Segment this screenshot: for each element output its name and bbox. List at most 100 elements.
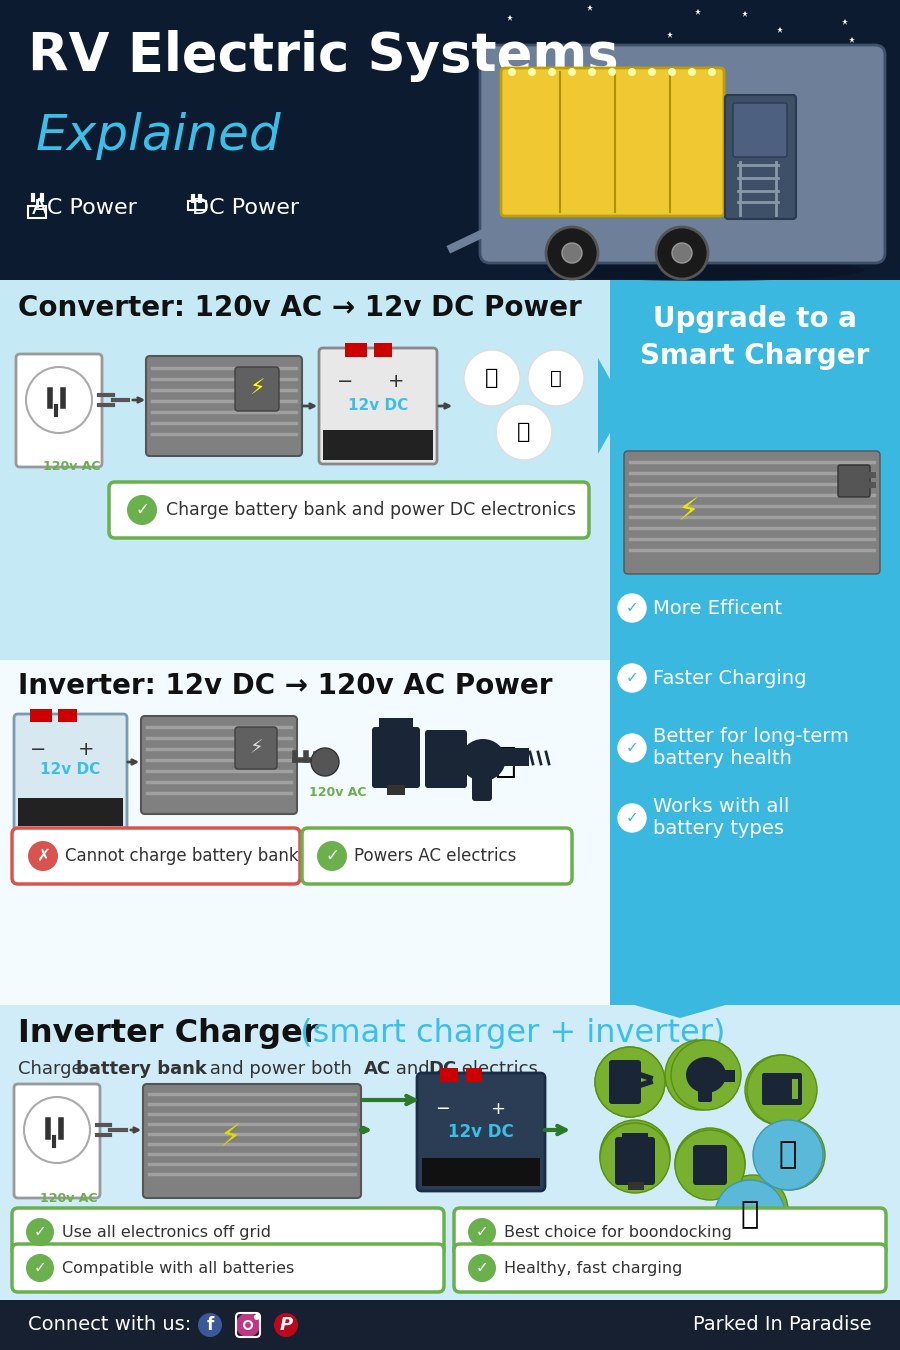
Text: ✓: ✓ xyxy=(135,501,148,518)
FancyBboxPatch shape xyxy=(609,1060,641,1104)
Circle shape xyxy=(675,1130,745,1200)
Text: 12v DC: 12v DC xyxy=(40,763,100,778)
Bar xyxy=(379,718,413,732)
Bar xyxy=(868,472,876,478)
FancyBboxPatch shape xyxy=(16,354,102,467)
FancyBboxPatch shape xyxy=(733,103,787,157)
Bar xyxy=(546,248,598,258)
Bar xyxy=(28,207,46,217)
Bar xyxy=(715,1071,735,1081)
Text: 120v AC: 120v AC xyxy=(40,1192,97,1206)
FancyBboxPatch shape xyxy=(319,348,437,464)
Text: Converter: 120v AC → 12v DC Power: Converter: 120v AC → 12v DC Power xyxy=(18,294,581,323)
Circle shape xyxy=(26,1218,54,1246)
FancyBboxPatch shape xyxy=(12,1208,444,1256)
Text: −: − xyxy=(30,740,47,759)
Bar xyxy=(656,248,708,258)
Text: Powers AC electrics: Powers AC electrics xyxy=(354,846,517,865)
Circle shape xyxy=(528,68,536,76)
Bar xyxy=(422,1158,540,1187)
FancyBboxPatch shape xyxy=(693,1145,727,1185)
Text: and power both: and power both xyxy=(204,1060,357,1079)
Text: More Efficent: More Efficent xyxy=(653,598,782,617)
FancyBboxPatch shape xyxy=(372,728,420,788)
FancyBboxPatch shape xyxy=(235,367,279,410)
Bar xyxy=(345,343,367,356)
Bar xyxy=(0,279,610,660)
Text: ⚡: ⚡ xyxy=(249,379,265,400)
Circle shape xyxy=(546,227,598,279)
Text: P: P xyxy=(279,1316,292,1334)
Bar xyxy=(501,748,529,765)
Text: ⚡: ⚡ xyxy=(249,738,263,757)
Text: 💨: 💨 xyxy=(494,745,516,779)
Text: 120v AC: 120v AC xyxy=(310,786,367,799)
Text: Connect with us:: Connect with us: xyxy=(28,1315,191,1335)
Bar xyxy=(374,343,392,356)
Text: Cannot charge battery bank: Cannot charge battery bank xyxy=(65,846,299,865)
FancyBboxPatch shape xyxy=(425,730,467,788)
Circle shape xyxy=(668,68,676,76)
Text: Better for long-term
battery health: Better for long-term battery health xyxy=(653,728,849,768)
Text: Inverter Charger: Inverter Charger xyxy=(18,1018,319,1049)
Text: −: − xyxy=(435,1100,450,1118)
Circle shape xyxy=(28,841,58,871)
Bar xyxy=(0,1300,900,1350)
Text: +: + xyxy=(490,1100,505,1118)
Text: ⚡: ⚡ xyxy=(678,498,698,526)
Ellipse shape xyxy=(686,1057,726,1094)
Text: battery bank: battery bank xyxy=(76,1060,207,1079)
Text: Best choice for boondocking: Best choice for boondocking xyxy=(504,1224,732,1239)
FancyBboxPatch shape xyxy=(454,1243,886,1292)
Circle shape xyxy=(468,1218,496,1246)
Circle shape xyxy=(236,1314,260,1336)
Text: ✓: ✓ xyxy=(33,1224,47,1239)
Text: 💡: 💡 xyxy=(485,369,499,387)
Circle shape xyxy=(254,1314,260,1320)
Bar xyxy=(610,990,900,1004)
Polygon shape xyxy=(610,998,750,1018)
Text: Compatible with all batteries: Compatible with all batteries xyxy=(62,1261,294,1276)
Circle shape xyxy=(665,1040,735,1110)
Text: Charge: Charge xyxy=(18,1060,88,1079)
FancyBboxPatch shape xyxy=(12,1243,444,1292)
Circle shape xyxy=(24,1098,90,1162)
Text: DC Power: DC Power xyxy=(192,198,299,217)
FancyBboxPatch shape xyxy=(454,1208,886,1256)
Bar xyxy=(188,201,206,211)
Text: 📱: 📱 xyxy=(518,423,531,441)
Polygon shape xyxy=(598,358,625,454)
Bar xyxy=(628,1183,644,1189)
Text: ✓: ✓ xyxy=(626,601,638,616)
Circle shape xyxy=(496,404,552,460)
FancyBboxPatch shape xyxy=(472,767,492,801)
Circle shape xyxy=(198,1314,222,1336)
FancyBboxPatch shape xyxy=(417,1073,545,1191)
Circle shape xyxy=(618,734,646,761)
FancyBboxPatch shape xyxy=(698,1080,712,1102)
Bar xyxy=(610,279,900,1004)
Circle shape xyxy=(595,1048,665,1116)
Circle shape xyxy=(618,805,646,832)
Circle shape xyxy=(562,243,582,263)
FancyBboxPatch shape xyxy=(141,716,297,814)
Circle shape xyxy=(628,68,636,76)
Text: Charge battery bank and power DC electronics: Charge battery bank and power DC electro… xyxy=(166,501,576,518)
Text: 120v AC: 120v AC xyxy=(43,460,101,472)
Circle shape xyxy=(568,68,576,76)
FancyBboxPatch shape xyxy=(146,356,302,456)
Text: ✗: ✗ xyxy=(36,846,50,865)
Text: Explained: Explained xyxy=(36,112,282,161)
Text: ✓: ✓ xyxy=(626,741,638,756)
Circle shape xyxy=(26,367,92,433)
Text: AC Power: AC Power xyxy=(32,198,137,217)
Bar xyxy=(622,1133,648,1143)
FancyBboxPatch shape xyxy=(143,1084,361,1197)
Circle shape xyxy=(675,1129,745,1197)
Circle shape xyxy=(528,350,584,406)
FancyBboxPatch shape xyxy=(14,714,127,830)
Bar xyxy=(440,1068,458,1081)
Circle shape xyxy=(464,350,520,406)
Bar xyxy=(58,709,77,722)
Text: RV Electric Systems: RV Electric Systems xyxy=(28,30,618,82)
